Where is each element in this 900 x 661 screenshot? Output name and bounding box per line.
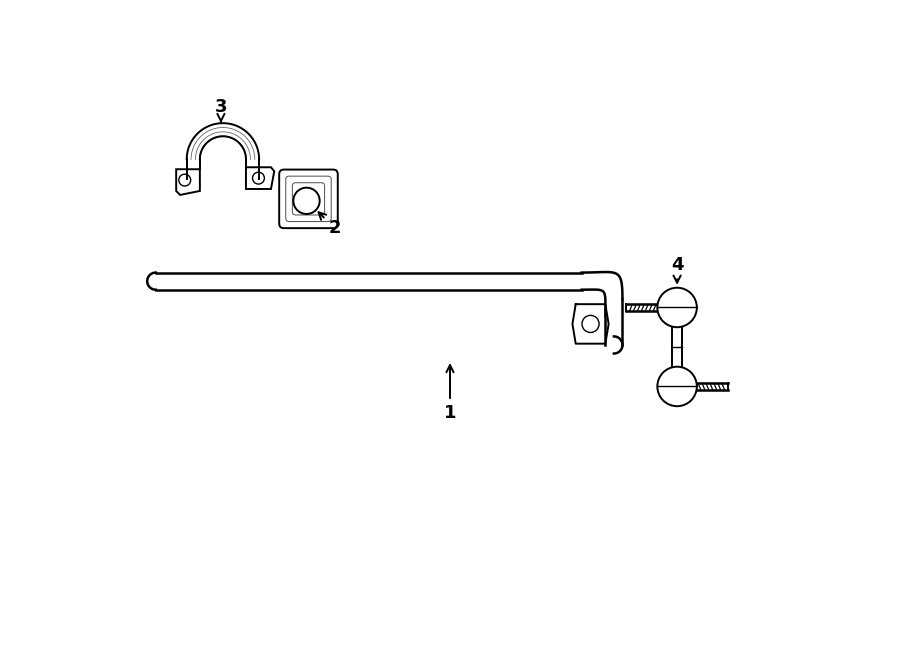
Text: 2: 2 [319,212,341,237]
Text: 4: 4 [670,256,683,283]
Circle shape [657,367,697,407]
Text: 1: 1 [444,365,456,422]
Circle shape [293,188,320,214]
Circle shape [657,288,697,327]
Text: 3: 3 [215,98,227,122]
